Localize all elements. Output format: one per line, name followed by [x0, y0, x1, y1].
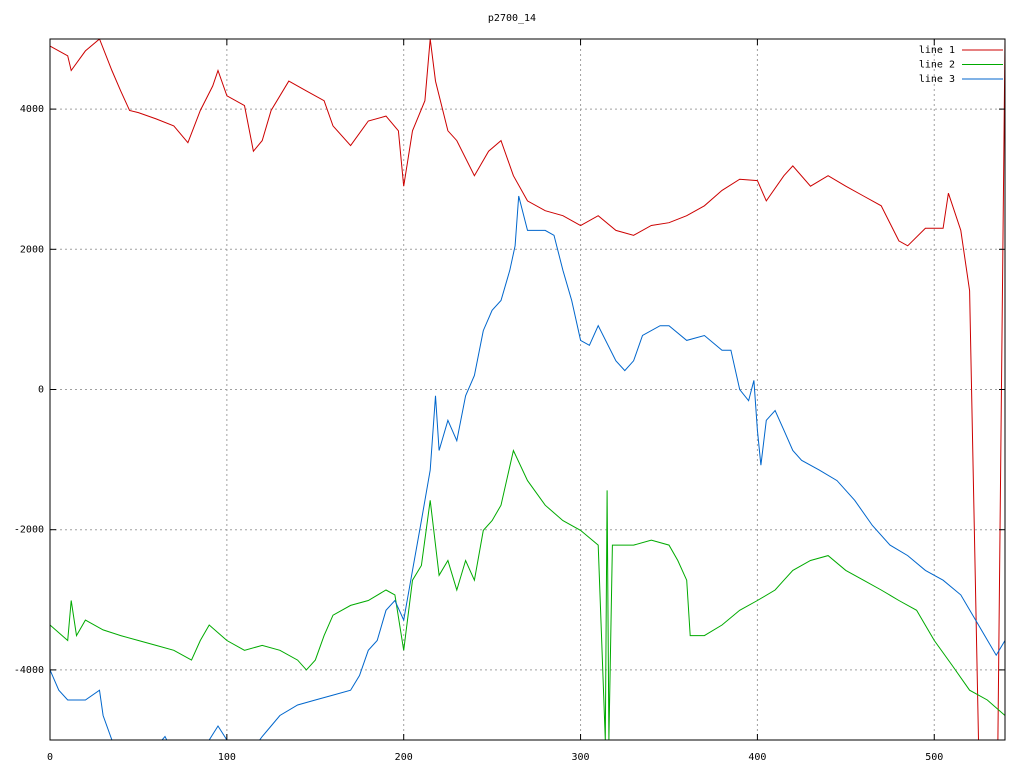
x-tick-label: 100 [218, 752, 236, 763]
y-tick-label: 0 [38, 385, 44, 396]
data-line [50, 448, 1005, 740]
legend-label: line 2 [919, 60, 955, 71]
data-line [50, 195, 1005, 740]
legend-label: line 3 [919, 74, 955, 85]
y-tick-label: 2000 [20, 244, 44, 255]
plot-area [50, 39, 1005, 740]
grid [49, 39, 1005, 740]
legend-label: line 1 [919, 45, 955, 56]
x-tick-label: 200 [395, 752, 413, 763]
legend: line 1 line 2 line 3 [919, 45, 1003, 85]
y-tick-label: -2000 [14, 525, 44, 536]
y-tick-label: -4000 [14, 665, 44, 676]
x-tick-label: 400 [748, 752, 766, 763]
y-tick-label: 4000 [20, 104, 44, 115]
x-tick-label: 300 [572, 752, 590, 763]
data-line [50, 39, 1005, 740]
x-tick-label: 500 [925, 752, 943, 763]
chart-title: p2700_14 [488, 13, 536, 24]
x-tick-label: 0 [47, 752, 53, 763]
